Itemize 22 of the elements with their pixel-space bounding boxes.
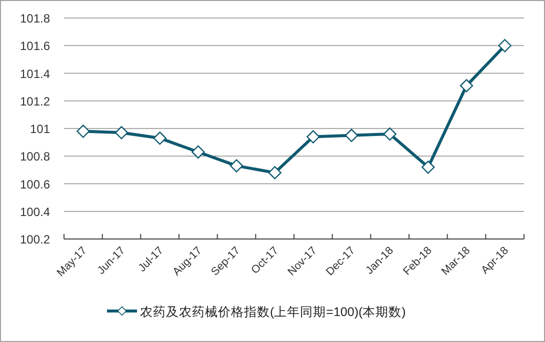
legend: 农药及农药械价格指数(上年同期=100)(本期数) xyxy=(107,305,406,319)
point xyxy=(306,130,320,144)
y-tick-label: 100.8 xyxy=(20,150,50,164)
point xyxy=(230,159,244,172)
point xyxy=(153,132,166,145)
y-tick-label: 101.4 xyxy=(20,66,50,81)
point xyxy=(422,160,435,174)
y-tick-label: 100.6 xyxy=(20,177,50,192)
point xyxy=(192,145,205,159)
point xyxy=(498,39,512,52)
point xyxy=(344,128,358,142)
y-tick-label: 101.8 xyxy=(20,12,50,26)
y-tick-label: 101.2 xyxy=(20,94,50,108)
point xyxy=(114,126,128,140)
y-tick-label: 101.6 xyxy=(20,39,50,54)
point xyxy=(383,127,396,141)
y-tick-label: 100.4 xyxy=(20,204,50,219)
y-tick-label: 101 xyxy=(30,122,50,136)
point xyxy=(460,79,474,92)
point xyxy=(76,124,90,138)
point xyxy=(268,166,282,180)
y-tick-label: 100.2 xyxy=(20,232,50,246)
